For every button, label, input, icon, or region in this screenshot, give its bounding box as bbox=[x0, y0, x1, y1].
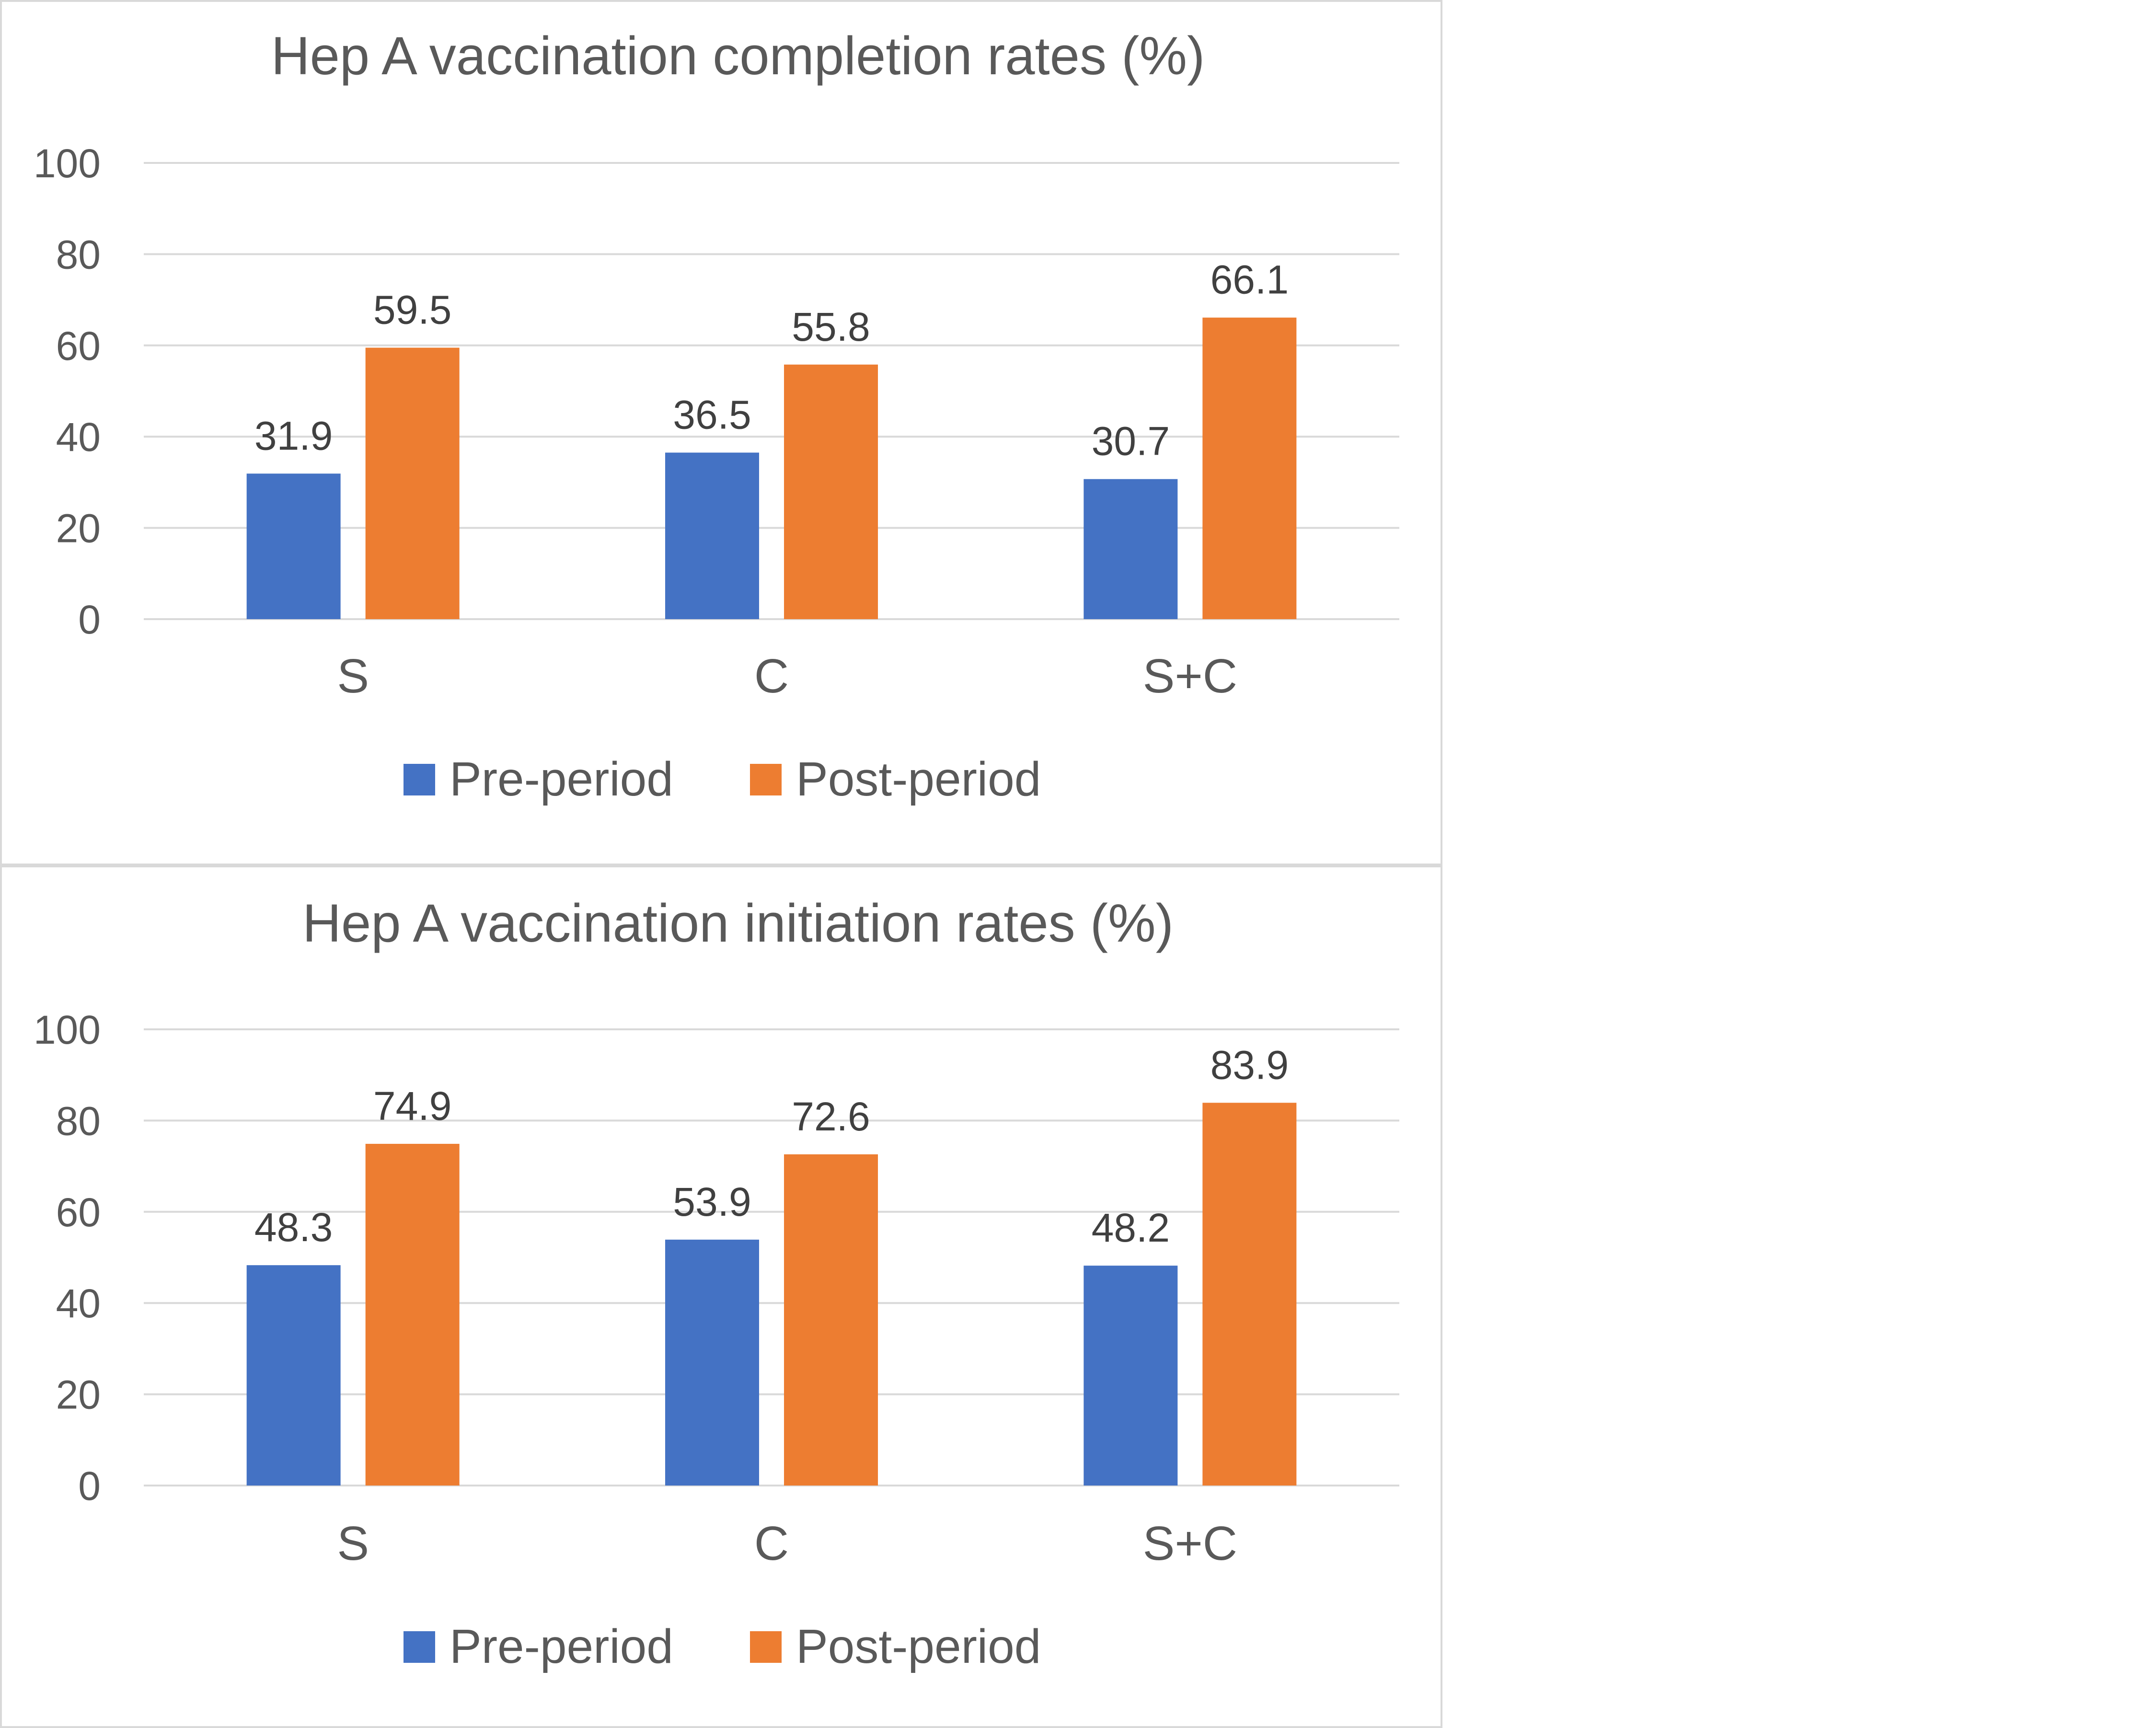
bar-post-period bbox=[1202, 1103, 1297, 1486]
x-tick-label: S bbox=[337, 649, 369, 703]
legend-label: Pre-period bbox=[450, 1620, 673, 1673]
y-tick-label: 0 bbox=[78, 597, 101, 642]
data-label: 59.5 bbox=[373, 288, 452, 333]
bar-pre-period bbox=[665, 1239, 759, 1486]
data-label: 72.6 bbox=[792, 1094, 870, 1139]
x-tick-label: S+C bbox=[1143, 649, 1237, 703]
y-tick-label: 20 bbox=[56, 506, 101, 551]
data-label: 74.9 bbox=[373, 1083, 452, 1129]
y-tick-label: 100 bbox=[34, 141, 101, 186]
bar-post-period bbox=[784, 1154, 878, 1486]
completion-rates-chart: Hep A vaccination completion rates (%) 0 2… bbox=[0, 0, 1442, 865]
data-label: 83.9 bbox=[1211, 1042, 1289, 1087]
data-label: 36.5 bbox=[673, 392, 751, 438]
bar-post-period bbox=[1202, 317, 1297, 619]
legend-swatch-post-period bbox=[750, 1631, 782, 1663]
bar-pre-period bbox=[246, 1265, 341, 1486]
legend-label: Pre-period bbox=[450, 752, 673, 806]
y-tick-label: 0 bbox=[78, 1463, 101, 1509]
y-tick-label: 100 bbox=[34, 1007, 101, 1052]
y-tick-label: 60 bbox=[56, 323, 101, 369]
x-tick-label: S bbox=[337, 1517, 369, 1570]
chart-title: Hep A vaccination completion rates (%) bbox=[271, 26, 1205, 86]
y-tick-label: 80 bbox=[56, 1098, 101, 1143]
y-tick-label: 40 bbox=[56, 415, 101, 460]
x-tick-label: S+C bbox=[1143, 1517, 1237, 1570]
legend-swatch-pre-period bbox=[404, 1631, 435, 1663]
bar-pre-period bbox=[1084, 1266, 1178, 1486]
y-tick-label: 20 bbox=[56, 1372, 101, 1417]
legend-swatch-pre-period bbox=[404, 764, 435, 795]
bar-pre-period bbox=[665, 452, 759, 619]
legend-swatch-post-period bbox=[750, 764, 782, 795]
y-tick-label: 80 bbox=[56, 232, 101, 277]
bar-post-period bbox=[365, 347, 460, 619]
data-label: 55.8 bbox=[792, 304, 870, 349]
data-label: 31.9 bbox=[254, 413, 333, 458]
data-label: 48.2 bbox=[1092, 1205, 1170, 1250]
chart-title: Hep A vaccination initiation rates (%) bbox=[302, 893, 1174, 953]
initiation-rates-chart: Hep A vaccination initiation rates (%) 0 2… bbox=[0, 865, 1442, 1728]
data-label: 66.1 bbox=[1211, 257, 1289, 302]
data-label: 53.9 bbox=[673, 1179, 751, 1224]
bar-post-period bbox=[784, 364, 878, 619]
y-tick-label: 40 bbox=[56, 1281, 101, 1326]
data-label: 30.7 bbox=[1092, 419, 1170, 464]
chart-frame bbox=[0, 0, 1442, 865]
y-tick-label: 60 bbox=[56, 1190, 101, 1235]
x-tick-label: C bbox=[754, 649, 789, 703]
data-label: 48.3 bbox=[254, 1205, 333, 1250]
x-tick-label: C bbox=[754, 1517, 789, 1570]
bar-pre-period bbox=[1084, 479, 1178, 619]
legend-label: Post-period bbox=[796, 752, 1041, 806]
bar-pre-period bbox=[246, 473, 341, 619]
bar-post-period bbox=[365, 1143, 460, 1486]
legend-label: Post-period bbox=[796, 1620, 1041, 1673]
